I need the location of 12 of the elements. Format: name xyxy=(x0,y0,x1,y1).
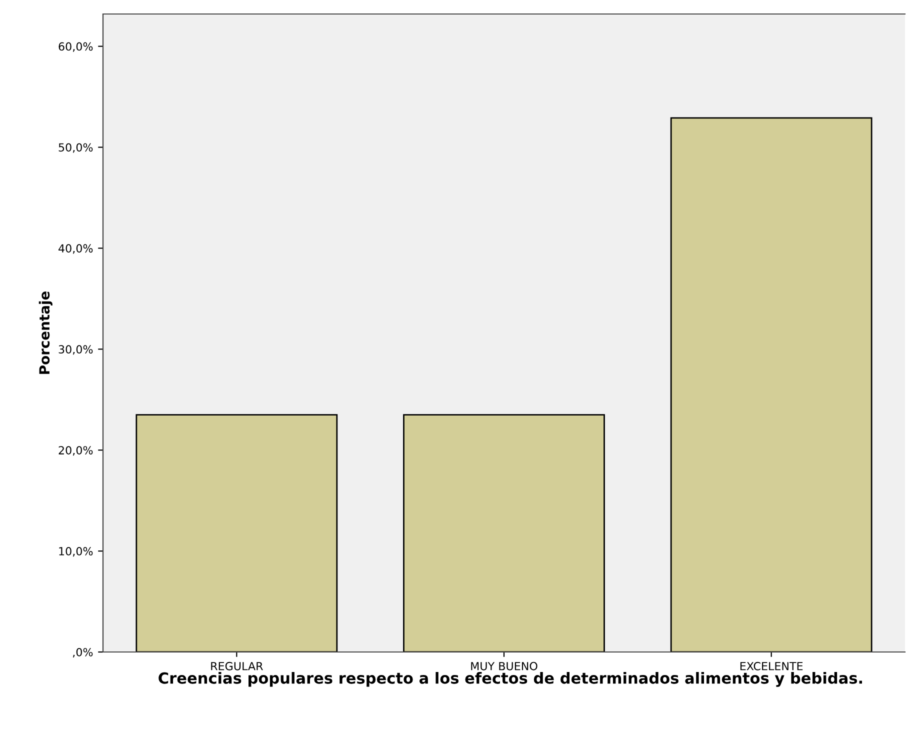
x-tick-label: REGULAR xyxy=(211,662,263,670)
y-tick-label: 30,0% xyxy=(58,345,93,355)
x-tick-label: EXCELENTE xyxy=(740,662,803,670)
y-tick-label: 50,0% xyxy=(58,143,93,153)
y-tick-label: 20,0% xyxy=(58,446,93,456)
x-axis-title: Creencias populares respecto a los efectos de determinados alimentos y bebidas. xyxy=(158,672,862,687)
y-axis-title: Porcentaje xyxy=(38,292,52,374)
y-tick-label: ,0% xyxy=(72,648,93,658)
x-tick-label: MUY BUENO xyxy=(471,662,538,670)
y-tick-label: 40,0% xyxy=(58,244,93,254)
y-tick-label: 60,0% xyxy=(58,42,93,52)
y-tick-label: 10,0% xyxy=(59,547,93,557)
